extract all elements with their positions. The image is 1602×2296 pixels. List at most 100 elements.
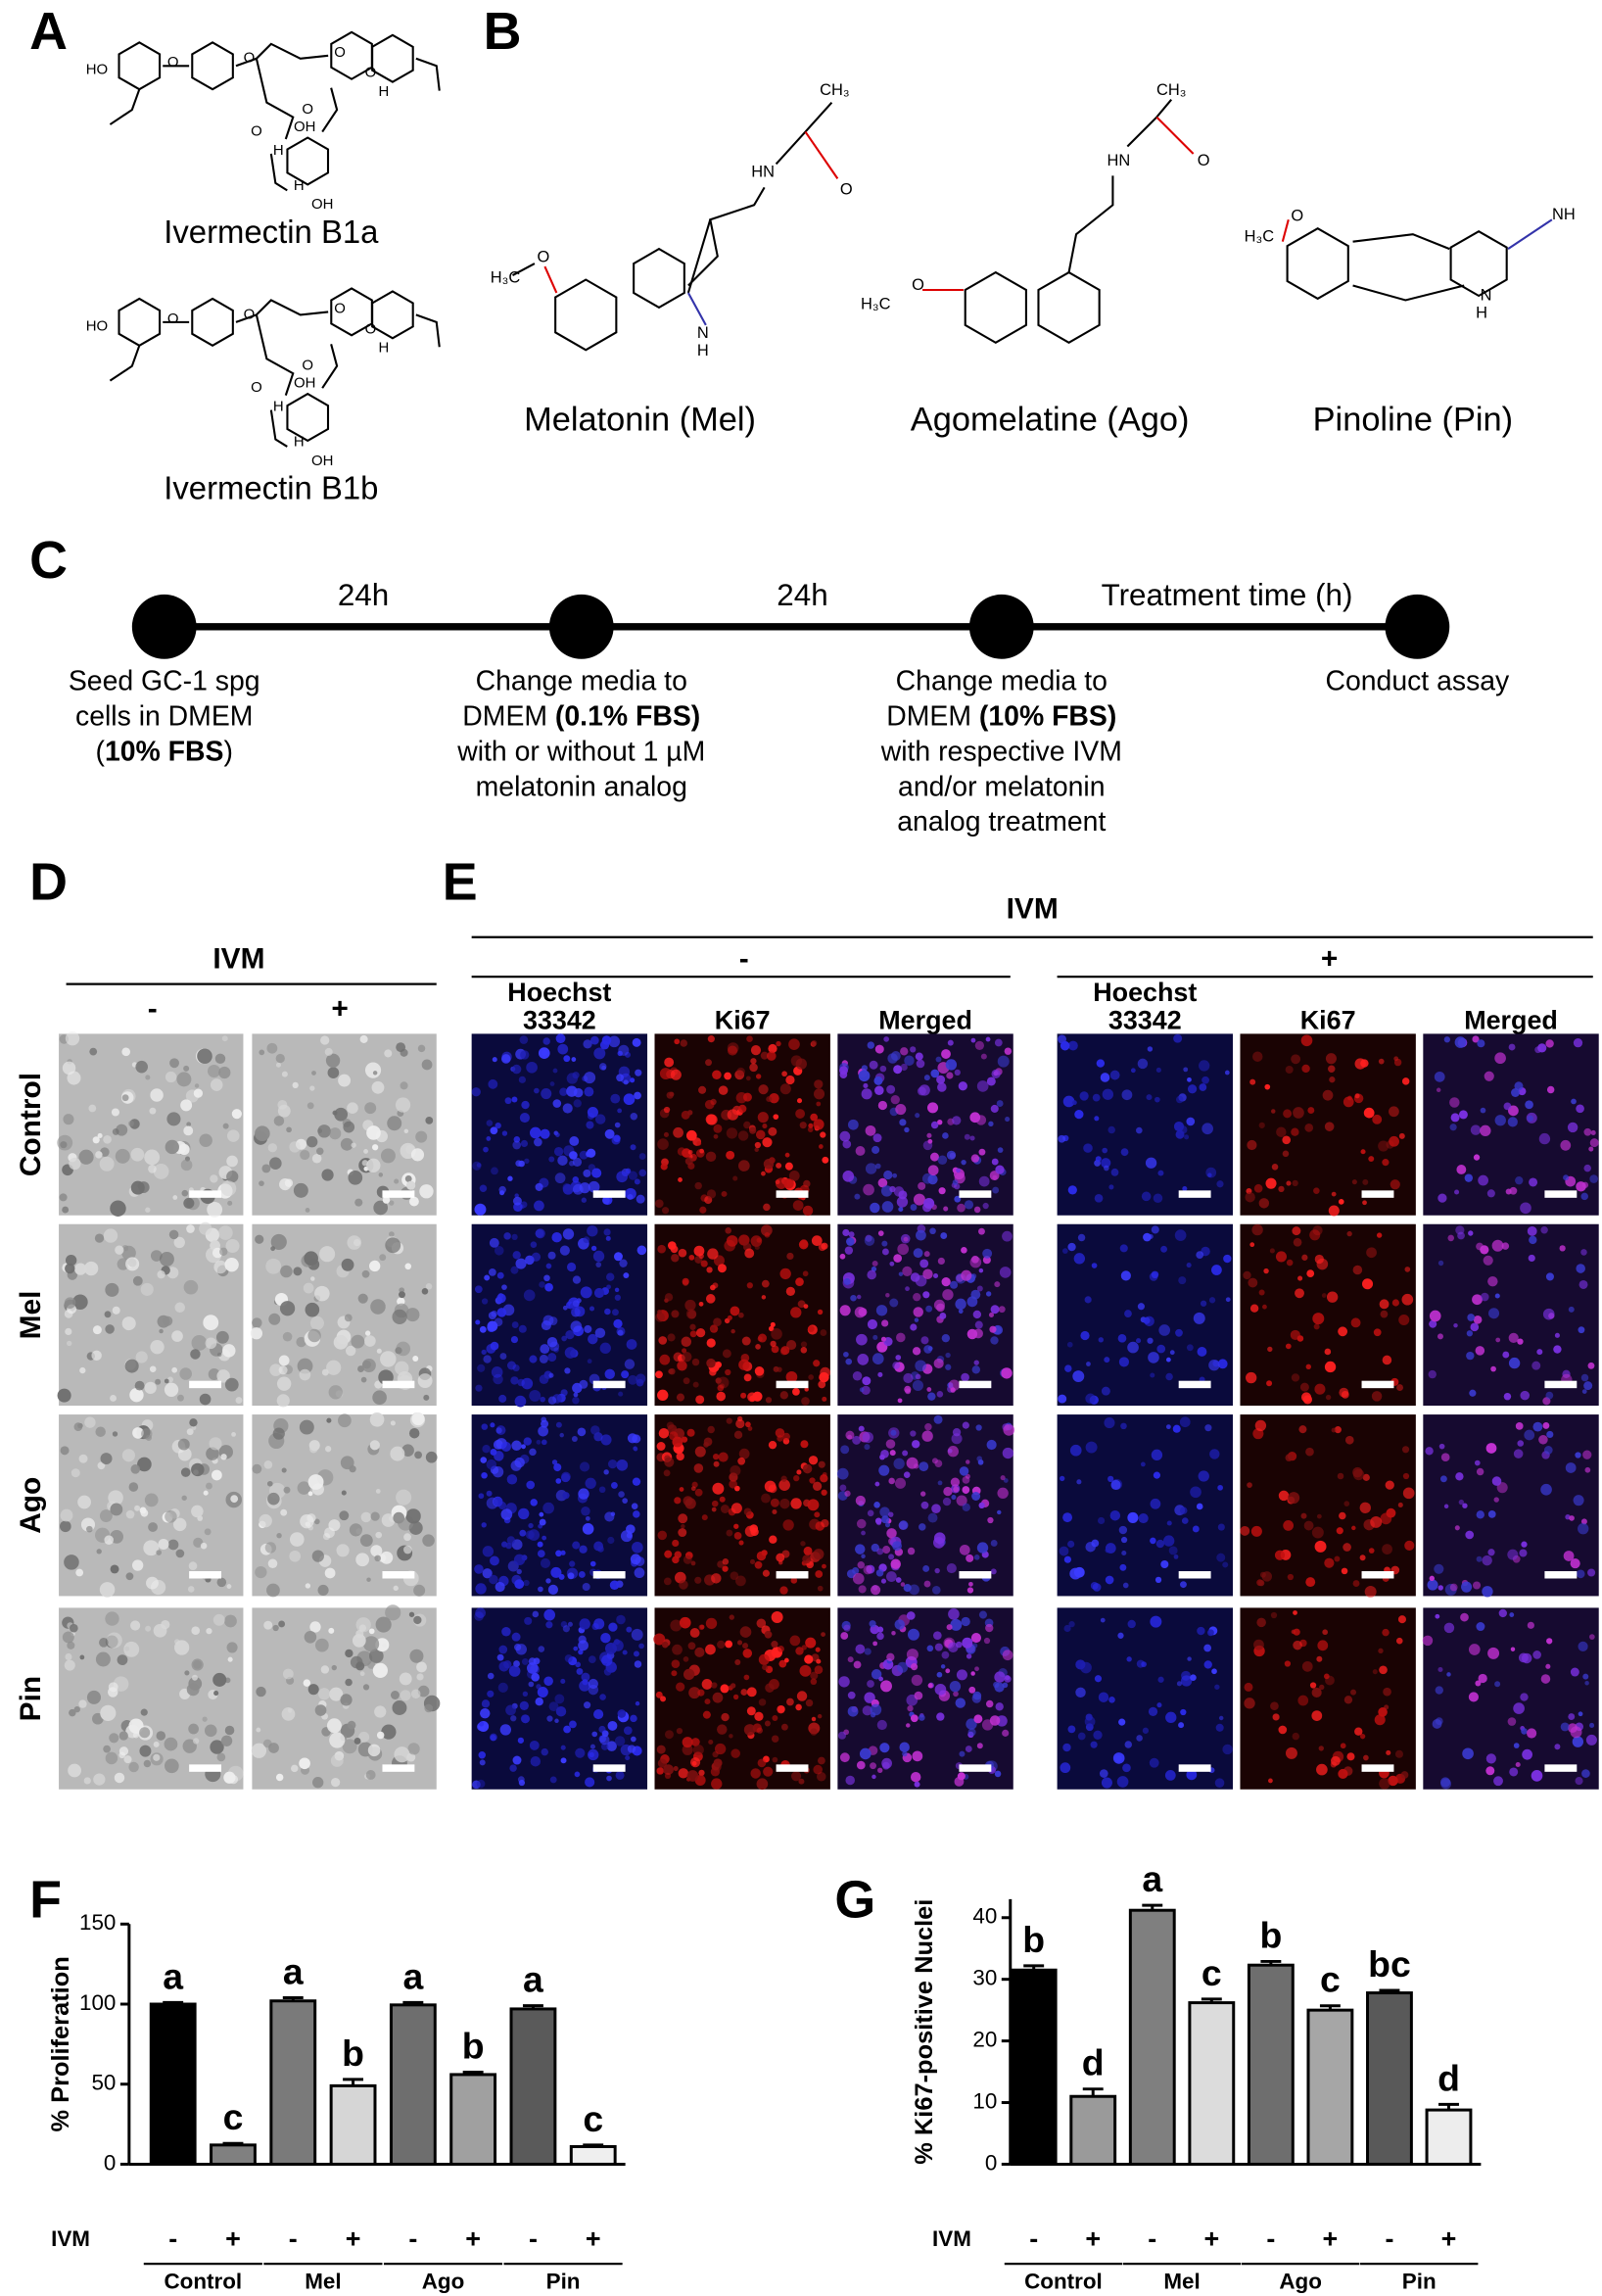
cell xyxy=(1274,1550,1286,1560)
group-label: - xyxy=(739,943,749,976)
cell xyxy=(686,1428,695,1437)
cell xyxy=(1432,1719,1442,1729)
cell xyxy=(521,1100,530,1110)
cell xyxy=(1000,1475,1006,1481)
x-tick-label: + xyxy=(1323,2224,1339,2253)
cell xyxy=(892,1172,898,1178)
cell xyxy=(674,1497,682,1505)
cell xyxy=(557,1043,569,1055)
cell xyxy=(893,1065,903,1075)
cell xyxy=(1394,1749,1404,1758)
cell xyxy=(1286,1180,1292,1186)
cell xyxy=(815,1570,824,1578)
cell xyxy=(776,1040,781,1047)
cell xyxy=(312,1777,324,1789)
cell xyxy=(943,1486,953,1497)
cell xyxy=(1520,1390,1531,1401)
cell xyxy=(1283,1109,1293,1119)
cell xyxy=(895,1355,902,1361)
step-text: Change media to xyxy=(896,665,1107,696)
cell xyxy=(691,1738,700,1746)
cell xyxy=(743,1373,752,1382)
cell xyxy=(743,1507,752,1516)
cell xyxy=(767,1051,777,1061)
bond xyxy=(1352,233,1450,251)
cell xyxy=(847,1691,856,1699)
atom-label: O xyxy=(251,379,262,396)
cell xyxy=(813,1360,821,1367)
cell xyxy=(1253,1183,1263,1193)
cell xyxy=(962,1421,969,1429)
significance-letter: d xyxy=(1082,2042,1105,2083)
cell xyxy=(1361,1278,1374,1290)
cell xyxy=(338,1413,352,1428)
bond xyxy=(321,87,339,133)
cell xyxy=(95,1651,111,1667)
cell xyxy=(1104,1417,1115,1429)
ring xyxy=(371,290,414,340)
cell xyxy=(604,1308,611,1315)
bar xyxy=(1306,2008,1354,2166)
cell xyxy=(721,1190,728,1197)
cell xyxy=(711,1778,723,1790)
cell xyxy=(683,1496,693,1507)
cell xyxy=(539,1518,546,1526)
cell xyxy=(796,1691,808,1701)
cell xyxy=(804,1387,809,1392)
cell xyxy=(486,1120,494,1126)
cell xyxy=(1476,1510,1484,1519)
cell xyxy=(872,1145,880,1154)
cell xyxy=(762,1664,769,1671)
cell xyxy=(259,1049,265,1056)
cell xyxy=(635,1069,642,1076)
cell xyxy=(847,1705,859,1717)
cell xyxy=(940,1664,946,1669)
cell xyxy=(585,1515,590,1521)
cell xyxy=(540,1344,550,1355)
cell xyxy=(674,1038,681,1045)
cell xyxy=(121,1094,129,1102)
cell xyxy=(664,1550,673,1558)
cell xyxy=(638,1643,644,1650)
cell xyxy=(990,1305,1000,1315)
cell xyxy=(1329,1076,1336,1083)
cell xyxy=(72,1294,88,1311)
cell xyxy=(864,1235,875,1246)
cell xyxy=(807,1499,820,1511)
column-label: 33342 xyxy=(1108,1006,1182,1035)
cell xyxy=(1338,1199,1344,1205)
cell xyxy=(1350,1689,1357,1696)
cell xyxy=(1062,1743,1071,1752)
cell xyxy=(289,1550,302,1562)
cell xyxy=(1184,1134,1190,1140)
cell xyxy=(554,1718,559,1724)
bond xyxy=(415,313,441,348)
scale-bar xyxy=(189,1380,222,1389)
group-label: Control xyxy=(165,2269,243,2293)
cell xyxy=(867,1041,875,1049)
cell xyxy=(802,1463,813,1474)
cell xyxy=(712,1482,725,1495)
cell xyxy=(966,1296,978,1308)
cell xyxy=(664,1455,671,1461)
cell xyxy=(372,1071,378,1076)
cell xyxy=(65,1031,80,1046)
cell xyxy=(1181,1517,1189,1524)
cell xyxy=(730,1503,742,1514)
cell xyxy=(560,1745,566,1750)
timeline-node xyxy=(548,594,614,659)
cell xyxy=(593,1047,606,1060)
cell xyxy=(1136,1126,1143,1134)
atom-label: CH₃ xyxy=(1156,81,1186,99)
step-text: analog treatment xyxy=(897,806,1106,837)
cell xyxy=(1509,1612,1515,1617)
cell xyxy=(734,1659,741,1665)
cell xyxy=(524,1616,533,1625)
cell xyxy=(544,1282,553,1292)
cell xyxy=(547,1584,558,1595)
cell xyxy=(1395,1637,1403,1645)
cell xyxy=(970,1154,980,1163)
cell xyxy=(634,1567,645,1579)
cell xyxy=(521,1657,529,1665)
cell xyxy=(1122,1582,1129,1589)
